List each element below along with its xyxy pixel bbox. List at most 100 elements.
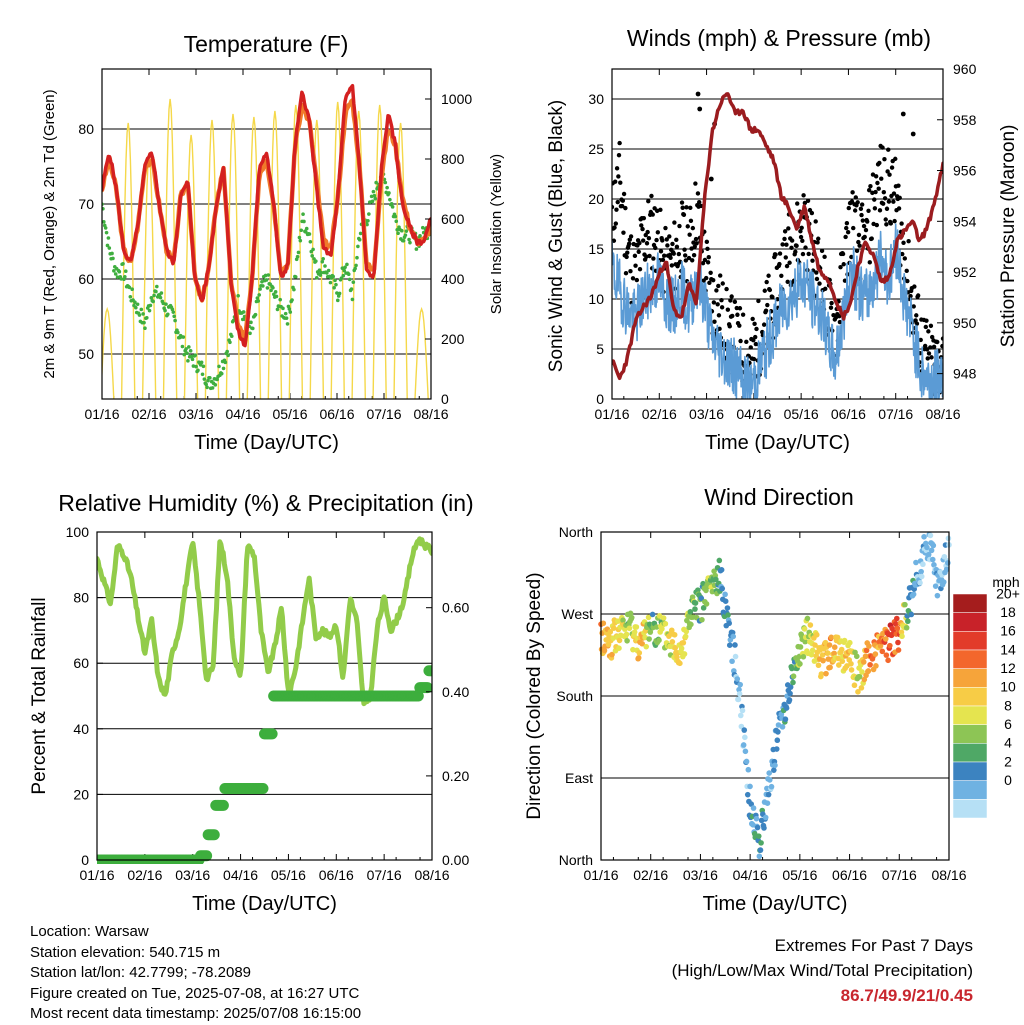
wind-direction-point <box>775 729 781 735</box>
dewpoint-point <box>314 259 318 263</box>
colorbar-label: 8 <box>1004 697 1012 713</box>
gust-point <box>877 160 882 166</box>
dewpoint-point <box>347 277 352 282</box>
dewpoint-point <box>369 194 374 199</box>
dewpoint-point <box>371 189 376 194</box>
precip-point <box>257 783 269 795</box>
wind-direction-point <box>660 615 667 621</box>
wind-direction-point <box>646 636 652 642</box>
gust-point <box>716 283 721 289</box>
gust-point <box>737 323 742 328</box>
gust-point <box>880 145 885 150</box>
dewpoint-point <box>342 268 346 273</box>
dewpoint-point <box>127 285 132 290</box>
dewpoint-point <box>388 197 392 202</box>
wind-direction-point <box>782 716 789 723</box>
wind-direction-point <box>879 648 886 655</box>
dewpoint-point <box>295 254 300 259</box>
gust-point <box>765 302 770 308</box>
wind-direction-point <box>639 640 645 647</box>
dewpoint-point <box>253 312 258 317</box>
solar-insolation-line <box>204 119 220 399</box>
right-tick-label: 0.60 <box>442 600 469 616</box>
dewpoint-point <box>297 235 302 240</box>
dewpoint-point <box>257 293 261 297</box>
gust-point <box>693 181 698 186</box>
gust-point <box>803 245 808 250</box>
gust-point <box>924 318 929 323</box>
gust-point <box>615 199 620 205</box>
elevation-text: Station elevation: 540.715 m <box>30 943 221 961</box>
wind-direction-point <box>724 605 731 611</box>
gust-point <box>923 324 929 330</box>
gust-point <box>684 205 689 210</box>
solar-insolation-line <box>393 122 408 399</box>
dewpoint-point <box>142 320 146 325</box>
dewpoint-point <box>173 318 177 323</box>
wind-direction-point <box>682 633 689 640</box>
dewpoint-point <box>345 262 349 267</box>
dewpoint-point <box>202 377 207 381</box>
gust-point <box>829 300 834 306</box>
gust-point <box>900 111 906 117</box>
gust-point <box>628 269 633 274</box>
right-tick-label: 400 <box>441 271 465 287</box>
wind-direction-point <box>807 622 814 628</box>
wind-direction-point <box>645 614 652 621</box>
y-tick-label: 20 <box>73 786 89 802</box>
precip-point <box>201 850 213 862</box>
wind-direction-point <box>823 670 829 677</box>
gust-point <box>730 313 735 319</box>
wind-direction-point <box>940 579 947 585</box>
gust-point <box>646 236 652 241</box>
gust-point <box>614 207 619 212</box>
rh-plot <box>97 536 432 864</box>
gust-point <box>669 263 675 268</box>
gust-point <box>633 263 638 268</box>
gust-point <box>748 345 753 350</box>
dewpoint-point <box>357 237 362 242</box>
gust-point <box>663 225 668 231</box>
gust-point <box>766 273 771 278</box>
wind-direction-point <box>895 639 901 646</box>
wind-direction-point <box>873 663 879 669</box>
dewpoint-point <box>148 303 153 308</box>
wind-direction-point <box>681 651 688 657</box>
dewpoint-point <box>133 300 137 305</box>
dewpoint-point <box>334 282 338 287</box>
gust-point <box>763 308 769 313</box>
solar-insolation-line <box>330 101 345 399</box>
gust-point <box>689 246 694 251</box>
x-axis-label: Time (Day/UTC) <box>192 893 337 915</box>
wind-direction-point <box>659 626 665 632</box>
gust-point <box>881 189 887 195</box>
x-tick-label: 06/16 <box>319 867 354 883</box>
gust-point <box>724 286 729 292</box>
wind-direction-point <box>813 631 820 638</box>
colorbar-label: 18 <box>1000 604 1016 620</box>
wind-direction-point <box>913 559 919 566</box>
gust-point <box>617 140 622 146</box>
wind-direction-point <box>757 847 764 853</box>
gust-point <box>616 152 622 158</box>
gust-point <box>784 263 790 269</box>
gust-point <box>845 229 851 235</box>
dewpoint-point <box>196 368 200 373</box>
y-tick-label: 80 <box>78 121 94 137</box>
wind-direction-point <box>921 534 927 540</box>
right-tick-label: 800 <box>441 151 465 167</box>
dewpoint-point <box>258 287 262 291</box>
gust-point <box>876 186 881 191</box>
gust-point <box>809 210 815 216</box>
x-tick-label: 06/16 <box>831 406 866 422</box>
wind-direction-point <box>815 662 822 669</box>
dewpoint-point <box>184 347 188 351</box>
gust-point <box>690 225 696 231</box>
station-pressure-line <box>612 92 943 381</box>
gust-point <box>869 236 874 241</box>
wind-direction-point <box>680 639 687 646</box>
gust-point <box>728 298 733 303</box>
wind-direction-point <box>848 660 854 667</box>
dewpoint-point <box>373 196 378 201</box>
dewpoint-point <box>217 364 221 369</box>
